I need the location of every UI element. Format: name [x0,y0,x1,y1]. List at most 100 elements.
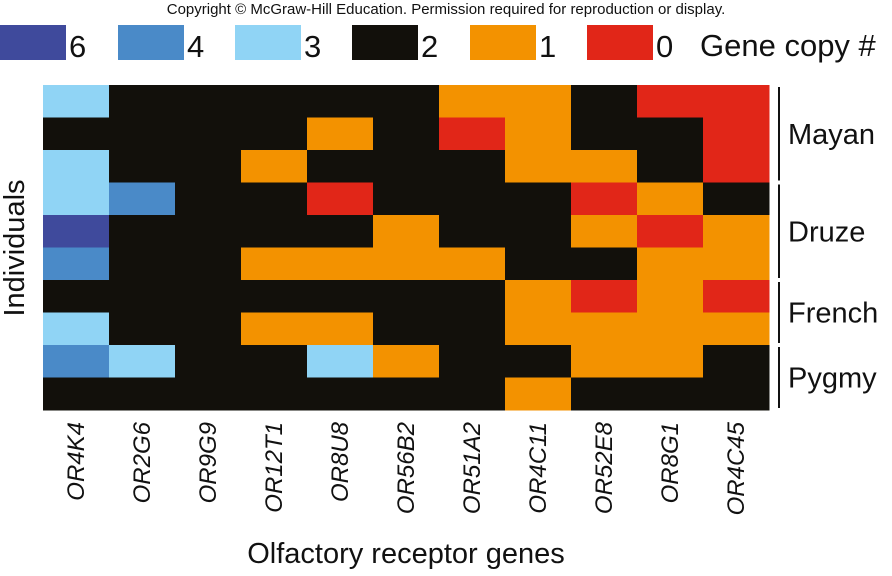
legend-swatch-0 [587,25,653,60]
heatmap-cell [175,345,242,378]
heatmap-cell [637,247,704,281]
heatmap-cell [175,312,242,346]
heatmap-cell [439,85,506,118]
heatmap-cell [439,280,506,313]
legend-swatch-3 [235,25,301,60]
heatmap-cell [241,182,308,216]
legend-title: Gene copy # [700,28,877,63]
legend-label-2: 2 [421,29,438,64]
heatmap-cell [373,280,440,313]
heatmap-cell [439,182,506,216]
x-tick-label: OR52E8 [591,421,618,514]
heatmap-cell [373,312,440,346]
heatmap-cell [109,85,176,118]
heatmap-cells [43,85,770,411]
copyright-notice: Copyright © McGraw-Hill Education. Permi… [167,1,726,18]
heatmap-cell [43,247,110,281]
heatmap-cell [571,117,638,151]
heatmap-cell [703,85,770,118]
heatmap-cell [637,312,704,346]
heatmap-cell [241,280,308,313]
heatmap-cell [439,215,506,248]
group-label: Druze [788,216,865,248]
legend-swatch-4 [118,25,184,60]
heatmap-cell [241,85,308,118]
y-axis-label: Individuals [0,179,31,316]
heatmap-cell [373,150,440,183]
heatmap-cell [43,215,110,248]
heatmap-cell [109,345,176,378]
heatmap-cell [43,377,110,411]
heatmap-cell [505,280,572,313]
heatmap-cell [571,377,638,411]
heatmap-cell [109,182,176,216]
x-tick-label: OR4C11 [525,422,552,514]
legend-label-3: 3 [304,29,321,64]
heatmap-cell [505,312,572,346]
legend-label-6: 6 [69,29,86,64]
x-tick-labels: OR4K4 OR2G6 OR9G9 OR12T1 OR8U8 OR56B2 OR51A2 OR… [63,421,750,515]
heatmap-cell [175,280,242,313]
heatmap-cell [307,215,374,248]
heatmap-cell [637,182,704,216]
heatmap-cell [307,85,374,118]
legend-swatch-2 [352,25,418,60]
heatmap-cell [373,117,440,151]
heatmap-cell [175,85,242,118]
heatmap-cell [175,182,242,216]
heatmap-cell [505,377,572,411]
legend-swatch-1 [470,25,536,60]
heatmap-cell [307,377,374,411]
x-axis-label: Olfactory receptor genes [247,538,565,570]
heatmap-cell [703,215,770,248]
heatmap-cell [439,377,506,411]
heatmap-cell [637,215,704,248]
heatmap-cell [637,150,704,183]
heatmap-cell [175,150,242,183]
heatmap-cell [307,312,374,346]
heatmap-cell [307,247,374,281]
x-tick-label: OR9G9 [195,422,222,503]
heatmap-cell [703,182,770,216]
heatmap-cell [703,377,770,411]
heatmap-cell [571,215,638,248]
legend-swatch-6 [0,25,66,60]
heatmap-cell [43,312,110,346]
heatmap-cell [241,345,308,378]
heatmap-cell [571,345,638,378]
heatmap-cell [241,312,308,346]
heatmap-cell [241,377,308,411]
group-label: Mayan [788,119,875,151]
heatmap-cell [637,280,704,313]
heatmap-cell [373,182,440,216]
x-tick-label: OR12T1 [261,422,288,513]
heatmap-cell [109,280,176,313]
heatmap-cell [373,345,440,378]
legend-label-1: 1 [539,29,556,64]
heatmap-cell [703,345,770,378]
heatmap-cell [43,117,110,151]
heatmap-cell [703,150,770,183]
heatmap-cell [109,312,176,346]
heatmap-cell [703,280,770,313]
heatmap-cell [307,280,374,313]
heatmap-cell [571,280,638,313]
heatmap-cell [307,150,374,183]
heatmap-cell [307,182,374,216]
group-label: French [788,298,878,330]
legend: 6 4 3 2 1 0 [0,25,673,64]
group-label: Pygmy [788,363,877,395]
heatmap-cell [43,150,110,183]
heatmap-cell [571,312,638,346]
x-tick-label: OR4K4 [63,422,90,501]
heatmap-cell [439,345,506,378]
x-tick-label: OR8G1 [657,422,684,503]
heatmap-cell [439,312,506,346]
heatmap-cell [505,345,572,378]
x-tick-label: OR4C45 [723,421,750,515]
legend-label-0: 0 [656,29,673,64]
heatmap-cell [43,280,110,313]
heatmap-cell [637,85,704,118]
heatmap-cell [505,117,572,151]
